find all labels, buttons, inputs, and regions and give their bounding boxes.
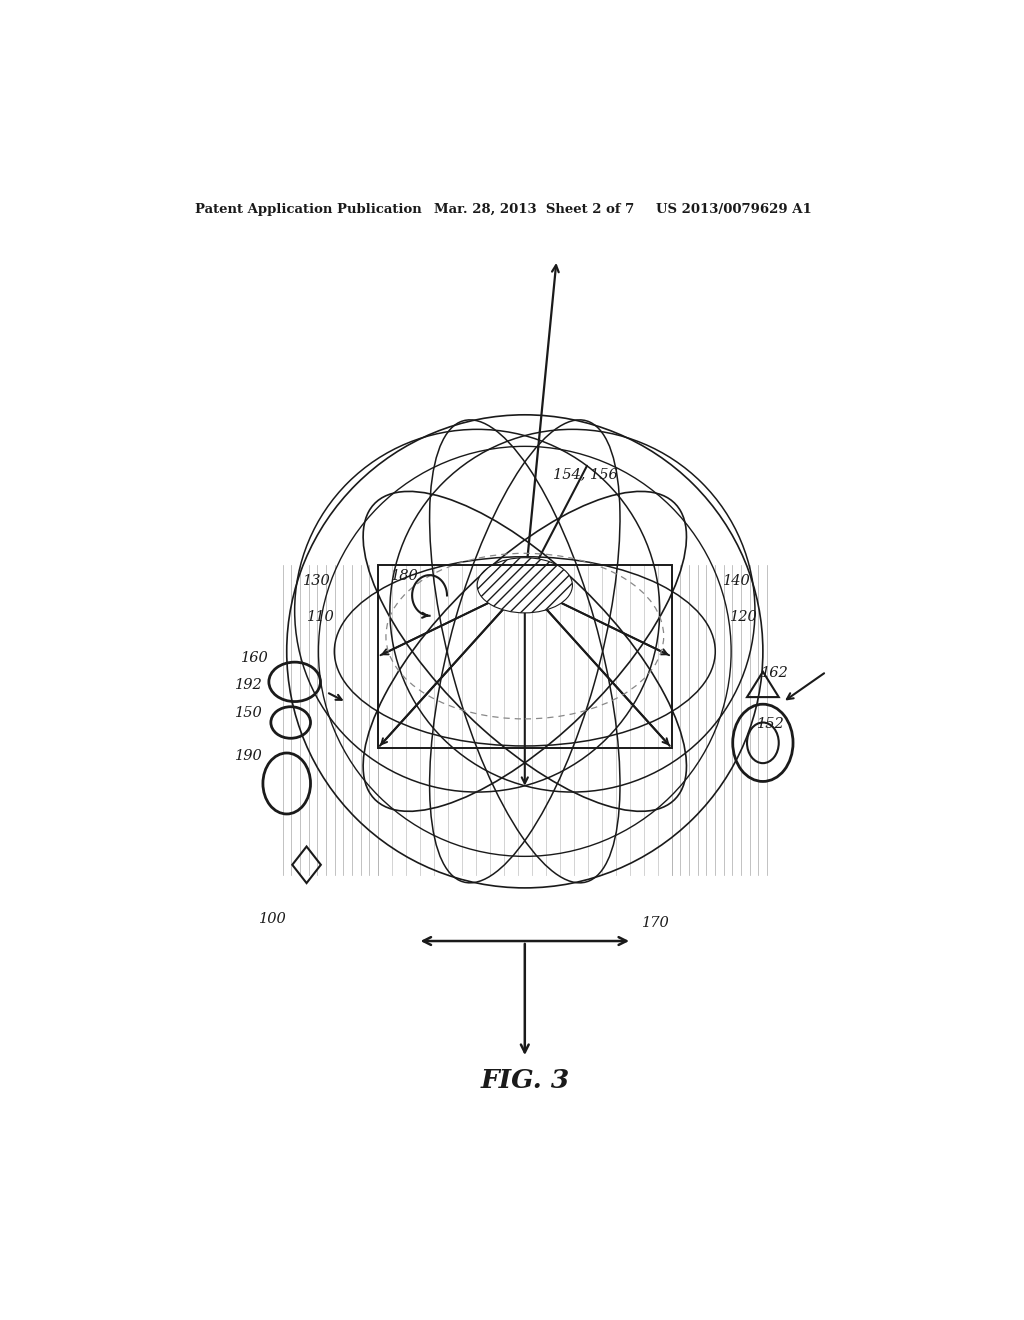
Text: 154, 156: 154, 156: [553, 467, 617, 482]
Text: 190: 190: [236, 750, 263, 763]
Text: 152: 152: [757, 717, 784, 730]
Text: 120: 120: [729, 610, 758, 624]
Ellipse shape: [477, 557, 572, 612]
Text: US 2013/0079629 A1: US 2013/0079629 A1: [655, 203, 811, 215]
Text: Mar. 28, 2013  Sheet 2 of 7: Mar. 28, 2013 Sheet 2 of 7: [433, 203, 634, 215]
Text: FIG. 3: FIG. 3: [480, 1068, 569, 1093]
Text: 192: 192: [236, 678, 263, 692]
Bar: [378, 565, 672, 748]
Text: 180: 180: [391, 569, 419, 583]
Text: 160: 160: [241, 651, 268, 664]
Text: 110: 110: [306, 610, 334, 624]
Text: 162: 162: [761, 665, 790, 680]
Text: 130: 130: [303, 574, 331, 589]
Text: 150: 150: [236, 706, 263, 721]
Text: Patent Application Publication: Patent Application Publication: [196, 203, 422, 215]
Text: 100: 100: [259, 912, 287, 925]
Text: 140: 140: [723, 574, 751, 589]
Text: 170: 170: [642, 916, 670, 929]
